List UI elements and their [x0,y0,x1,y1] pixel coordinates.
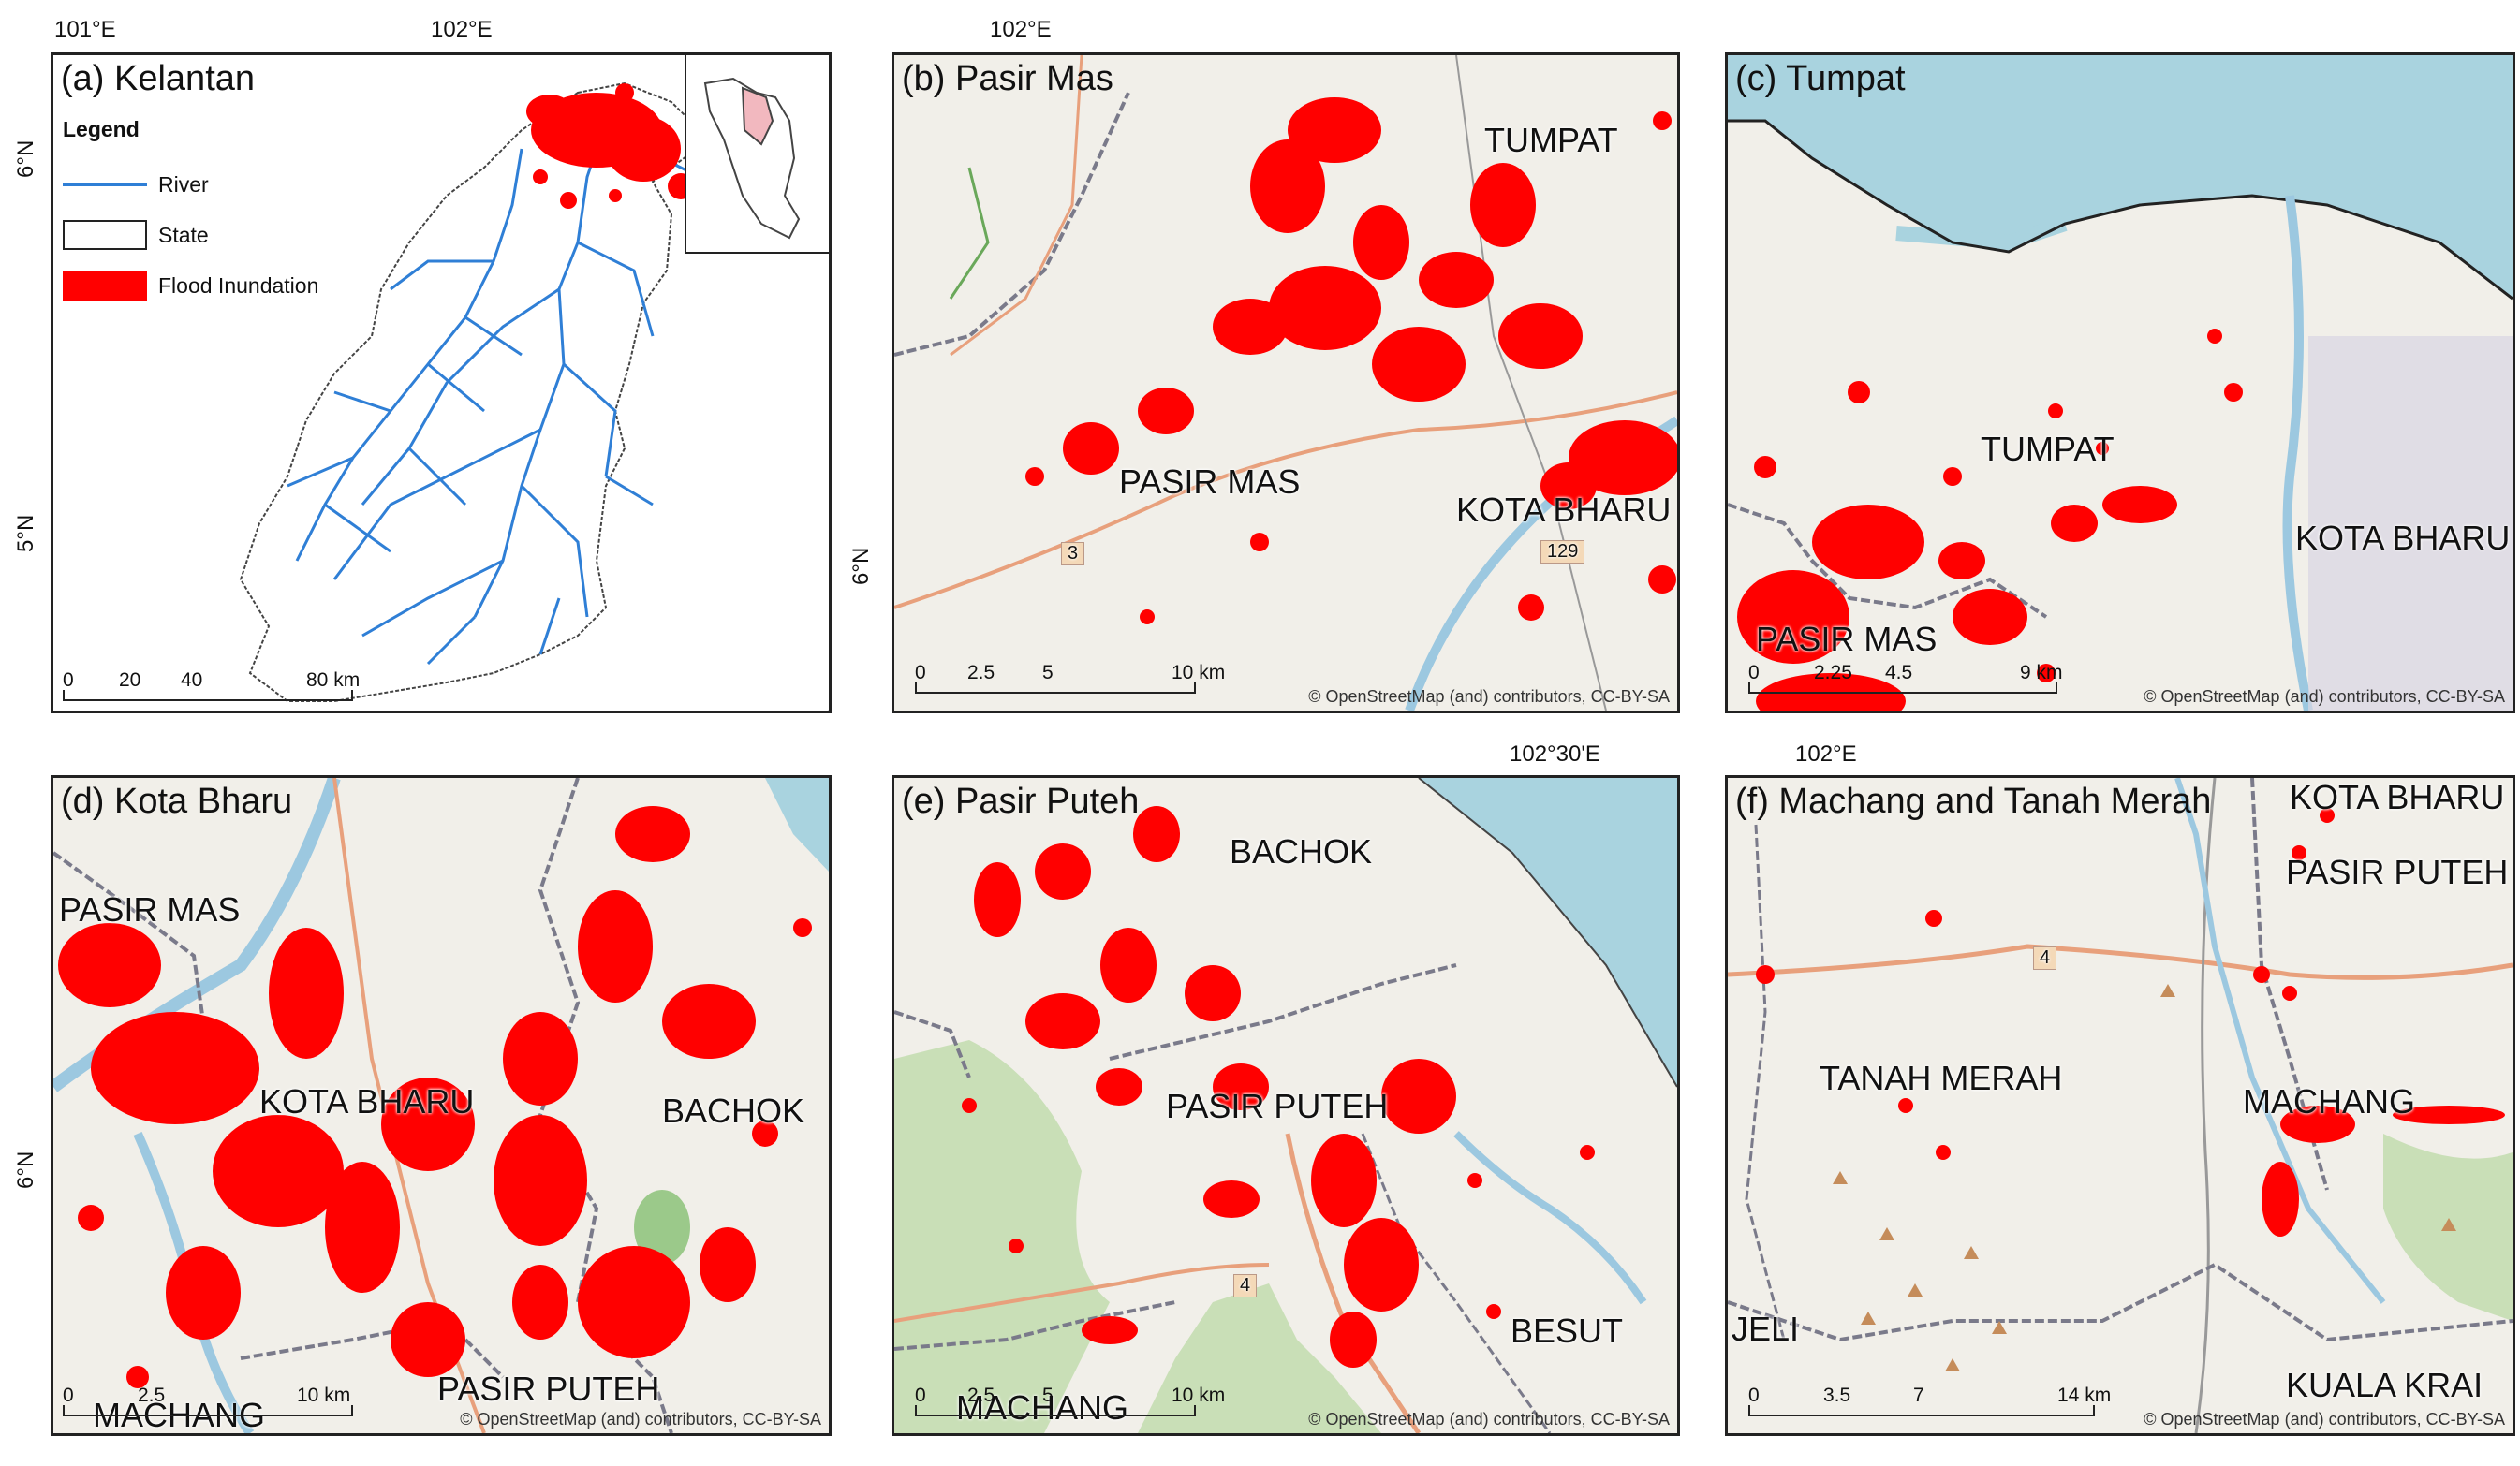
place-tanah-merah-f: TANAH MERAH [1820,1059,2063,1097]
legend-item-river: River [63,159,318,210]
place-bachok-e: BACHOK [1230,832,1373,871]
scale-bar-f: 0 3.5 7 14 km [1748,1385,2111,1416]
scale-bar-c: 0 2.25 4.5 9 km [1748,662,2063,694]
lat-tick-6n-d: 6°N [13,1151,38,1189]
place-besut-e: BESUT [1511,1312,1624,1350]
panel-c-title: (c) Tumpat [1735,59,1906,98]
road-label-129: 129 [1540,540,1585,564]
place-kota-bharu-f: KOTA BHARU [2290,778,2505,816]
panel-e-title: (e) Pasir Puteh [902,782,1140,821]
lat-tick-6n-a: 6°N [13,139,38,178]
scale-bar-b: 0 2.5 5 10 km [915,662,1225,694]
place-tumpat: TUMPAT [1484,121,1618,159]
place-kota-bharu-c: KOTA BHARU [2295,519,2511,557]
lon-tick-102e-b: 102°E [990,17,1052,42]
legend-label-river: River [158,171,209,197]
road-label-4-f: 4 [2033,946,2057,970]
place-bachok-d: BACHOK [662,1092,805,1130]
scale-bar-a: 0 20 40 80 km [63,669,360,701]
place-tumpat-c: TUMPAT [1981,430,2115,468]
malaysia-outline-icon [703,77,801,240]
road-label-4-e: 4 [1233,1274,1258,1297]
lon-tick-101e: 101°E [54,17,116,42]
road-label-3: 3 [1061,542,1085,565]
pasir-mas-map [894,55,1677,711]
lat-tick-5n: 5°N [13,514,38,552]
attribution-b: © OpenStreetMap (and) contributors, CC-B… [1308,687,1670,706]
place-machang-f: MACHANG [2243,1082,2416,1121]
attribution-c: © OpenStreetMap (and) contributors, CC-B… [2144,687,2505,706]
place-pasir-puteh-f: PASIR PUTEH [2286,853,2509,891]
legend-heading: Legend [63,117,140,141]
panel-pasir-puteh: (e) Pasir Puteh BACHOK PASIR PUTEH BESUT… [892,775,1680,1436]
scale-bar-e: 0 2.5 5 10 km [915,1385,1225,1416]
place-kuala-krai-f: KUALA KRAI [2286,1366,2483,1404]
machang-tanah-merah-map [1728,778,2513,1433]
panel-kota-bharu: (d) Kota Bharu PASIR MAS KOTA BHARU BACH… [51,775,832,1436]
legend-item-state: State [63,210,318,260]
lon-tick-102-30e: 102°30'E [1510,741,1600,767]
place-kota-bharu-d: KOTA BHARU [259,1082,475,1121]
place-kota-bharu: KOTA BHARU [1456,491,1672,529]
scale-bar-d: 0 2.5 10 km [63,1385,353,1416]
legend-label-flood: Flood Inundation [158,272,319,298]
place-jeli-f: JELI [1732,1310,1800,1348]
kelantan-map [239,81,711,702]
place-pasir-mas-d: PASIR MAS [59,890,241,929]
river-swatch [63,183,147,186]
place-pasir-puteh-e: PASIR PUTEH [1166,1087,1389,1125]
panel-tumpat: (c) Tumpat TUMPAT KOTA BHARU PASIR MAS 0… [1725,52,2515,713]
kota-bharu-map [53,778,829,1433]
lat-tick-6n-b: 6°N [848,547,874,585]
lon-tick-102e-f: 102°E [1795,741,1857,767]
panel-a-title: (a) Kelantan [61,59,256,98]
legend-item-flood: Flood Inundation [63,260,318,311]
attribution-d: © OpenStreetMap (and) contributors, CC-B… [460,1410,821,1429]
attribution-e: © OpenStreetMap (and) contributors, CC-B… [1308,1410,1670,1429]
map-legend: Legend River State Flood Inundation [63,117,318,311]
tumpat-map [1728,55,2513,711]
place-pasir-mas: PASIR MAS [1119,462,1301,501]
panel-f-title: (f) Machang and Tanah Merah [1735,782,2212,821]
locator-inset [685,55,829,254]
place-pasir-puteh-d: PASIR PUTEH [437,1370,660,1408]
panel-machang-tanah-merah: (f) Machang and Tanah Merah KOTA BHARU P… [1725,775,2515,1436]
panel-d-title: (d) Kota Bharu [61,782,293,821]
flood-swatch [63,271,147,301]
legend-label-state: State [158,222,209,247]
place-machang-e: MACHANG [956,1388,1129,1427]
state-swatch [63,220,147,250]
panel-b-title: (b) Pasir Mas [902,59,1113,98]
place-pasir-mas-c: PASIR MAS [1756,620,1938,658]
panel-kelantan: (a) Kelantan Legend River State Flood In… [51,52,832,713]
attribution-f: © OpenStreetMap (and) contributors, CC-B… [2144,1410,2505,1429]
panel-pasir-mas: (b) Pasir Mas TUMPAT PASIR MAS KOTA BHAR… [892,52,1680,713]
pasir-puteh-map [894,778,1677,1433]
lon-tick-102e-a: 102°E [431,17,493,42]
